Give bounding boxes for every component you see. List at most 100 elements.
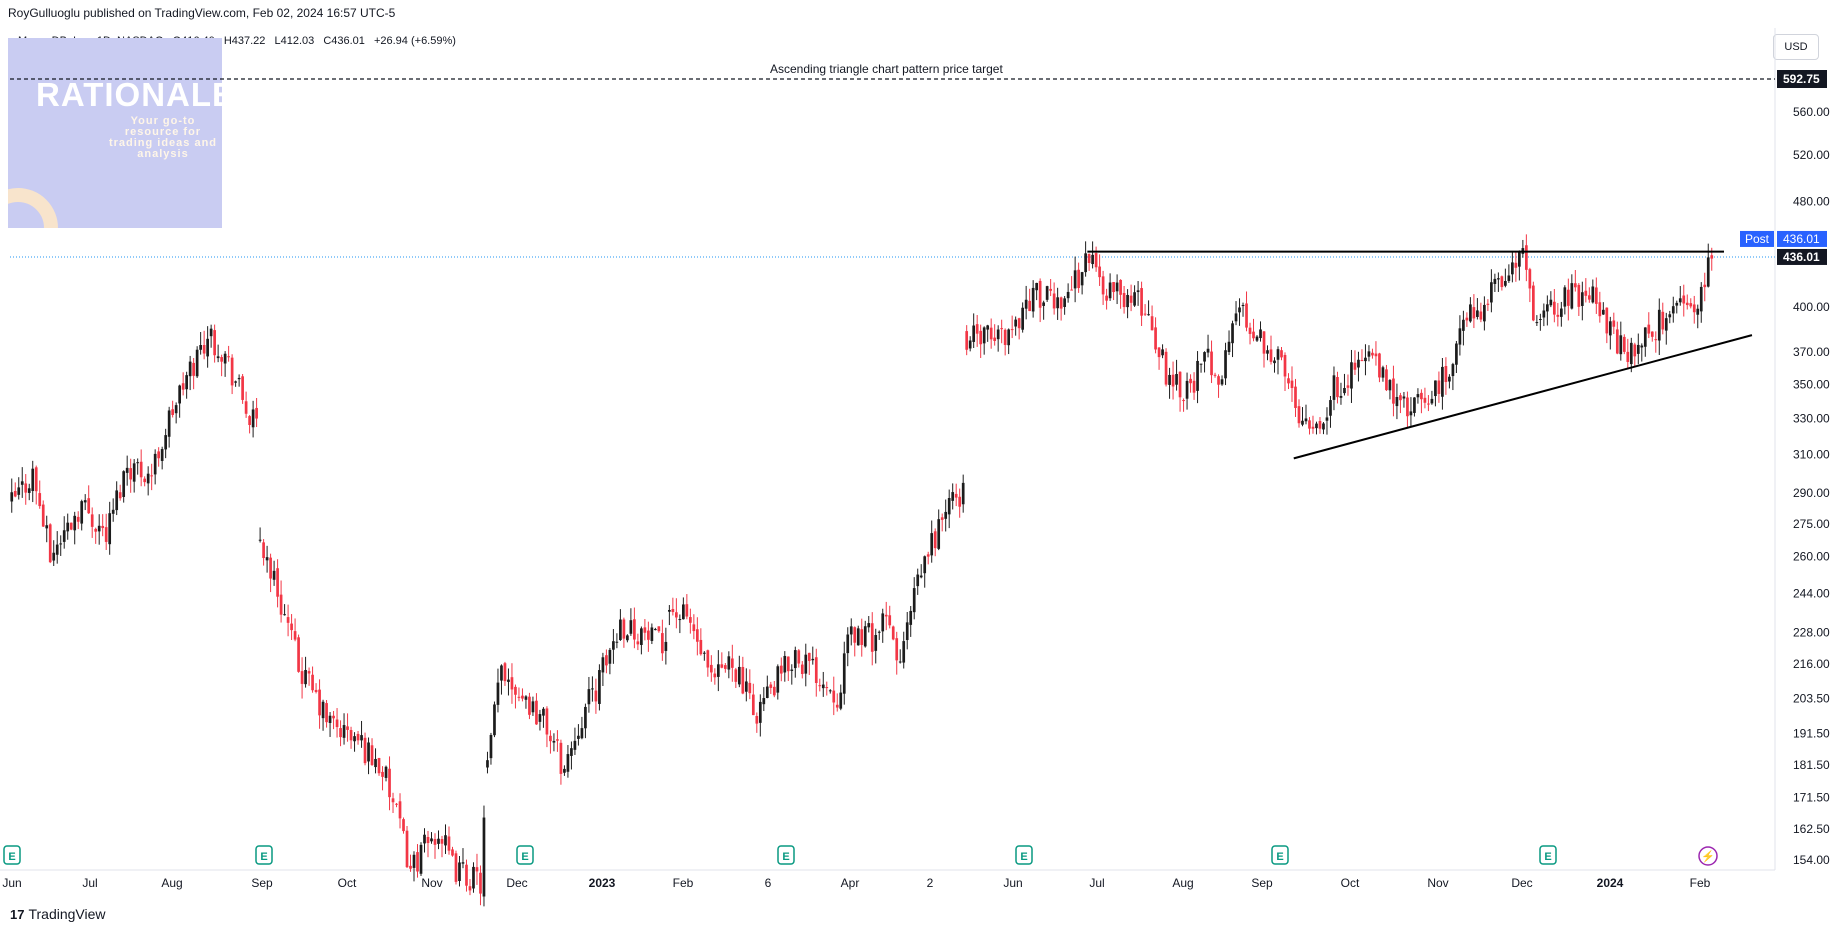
candle-body <box>772 686 776 696</box>
price-tick-label: 260.00 <box>1793 550 1830 564</box>
candle-body <box>881 613 885 632</box>
candle-body <box>409 865 412 869</box>
candle-body <box>220 357 223 362</box>
candle-body <box>1126 294 1129 308</box>
earnings-event-icon[interactable] <box>1271 845 1289 865</box>
candle-body <box>276 568 279 597</box>
candle-body <box>1213 374 1217 376</box>
candle-body <box>1049 288 1052 291</box>
candle-body <box>1070 289 1073 291</box>
candle-body <box>1490 282 1493 303</box>
candle-body <box>475 867 479 872</box>
earnings-event-icon[interactable] <box>255 845 273 865</box>
earnings-event-icon[interactable] <box>516 845 534 865</box>
candle-body <box>1448 376 1451 382</box>
candle-body <box>101 525 105 529</box>
candle-body <box>1395 396 1399 407</box>
candle-body <box>587 689 591 705</box>
candle-body <box>933 531 937 549</box>
candle-body <box>723 665 727 669</box>
candle-body <box>968 340 972 349</box>
candle-body <box>94 528 98 532</box>
earnings-event-icon[interactable] <box>1539 845 1557 865</box>
currency-button[interactable]: USD <box>1773 34 1819 60</box>
candle-body <box>262 542 265 559</box>
candle-body <box>437 838 440 844</box>
candle-body <box>1336 377 1339 398</box>
earnings-event-icon[interactable] <box>777 845 795 865</box>
candle-body <box>1462 319 1465 331</box>
price-tick-label: 191.50 <box>1793 727 1830 741</box>
candle-body <box>1559 308 1563 317</box>
candle-body <box>1584 290 1588 296</box>
candle-body <box>734 669 738 682</box>
candle-body <box>1423 397 1427 403</box>
candle-body <box>1535 322 1539 324</box>
candle-body <box>139 461 143 478</box>
support-trendline[interactable] <box>1293 334 1753 460</box>
candle-body <box>258 539 262 541</box>
published-header: RoyGulluoglu published on TradingView.co… <box>8 6 396 20</box>
price-tick-label: 520.00 <box>1793 148 1830 162</box>
tradingview-footer-logo[interactable]: 17 TradingView <box>10 906 106 922</box>
candle-body <box>1563 287 1567 307</box>
candle-body <box>1409 411 1413 416</box>
candle-body <box>164 435 168 450</box>
candle-body <box>1451 364 1455 377</box>
dividend-flash-icon[interactable] <box>1698 846 1718 866</box>
candle-body <box>1469 304 1472 322</box>
candle-body <box>842 653 846 694</box>
candle-body <box>468 886 472 891</box>
candle-body <box>356 733 360 741</box>
candle-body <box>930 533 934 556</box>
candle-body <box>1654 339 1658 341</box>
candle-body <box>804 654 808 674</box>
candle-body <box>958 496 962 507</box>
candle-body <box>1171 374 1175 387</box>
candle-body <box>1346 385 1350 388</box>
candle-body <box>69 522 73 530</box>
candle-body <box>1248 327 1252 334</box>
candle-body <box>426 836 430 844</box>
candle-body <box>1192 380 1196 393</box>
candle-body <box>1087 253 1091 263</box>
candle-body <box>185 375 188 390</box>
price-tick-label: 290.00 <box>1793 486 1830 500</box>
candle-body <box>458 862 461 882</box>
candle-body <box>1220 379 1224 385</box>
candle-body <box>125 467 129 473</box>
candle-body <box>598 670 601 704</box>
candle-body <box>213 330 216 356</box>
candle-body <box>503 663 507 682</box>
candle-body <box>884 614 888 617</box>
candle-body <box>1315 423 1318 429</box>
candle-body <box>1318 420 1322 429</box>
candle-body <box>1308 420 1311 429</box>
candle-body <box>902 641 906 663</box>
earnings-event-icon[interactable] <box>3 845 21 865</box>
candle-body <box>937 519 941 549</box>
candle-body <box>1545 304 1549 312</box>
candle-body <box>1619 335 1623 355</box>
candle-body <box>741 666 745 694</box>
candle-body <box>1664 318 1668 331</box>
candle-body <box>1343 387 1346 394</box>
candle-body <box>1647 324 1651 334</box>
candle-body <box>150 475 154 477</box>
candle-body <box>97 525 101 532</box>
candle-body <box>493 704 496 736</box>
candle-body <box>996 329 1000 340</box>
candle-body <box>398 801 402 819</box>
candle-body <box>832 690 836 703</box>
candle-body <box>926 554 930 557</box>
candle-body <box>825 687 829 689</box>
earnings-event-icon[interactable] <box>1015 845 1033 865</box>
candle-body <box>552 740 556 743</box>
candle-body <box>1112 282 1115 293</box>
candle-body <box>643 627 647 633</box>
candle-body <box>790 669 794 671</box>
candle-body <box>1294 386 1297 408</box>
candle-body <box>1511 262 1514 275</box>
candle-body <box>1000 328 1004 330</box>
